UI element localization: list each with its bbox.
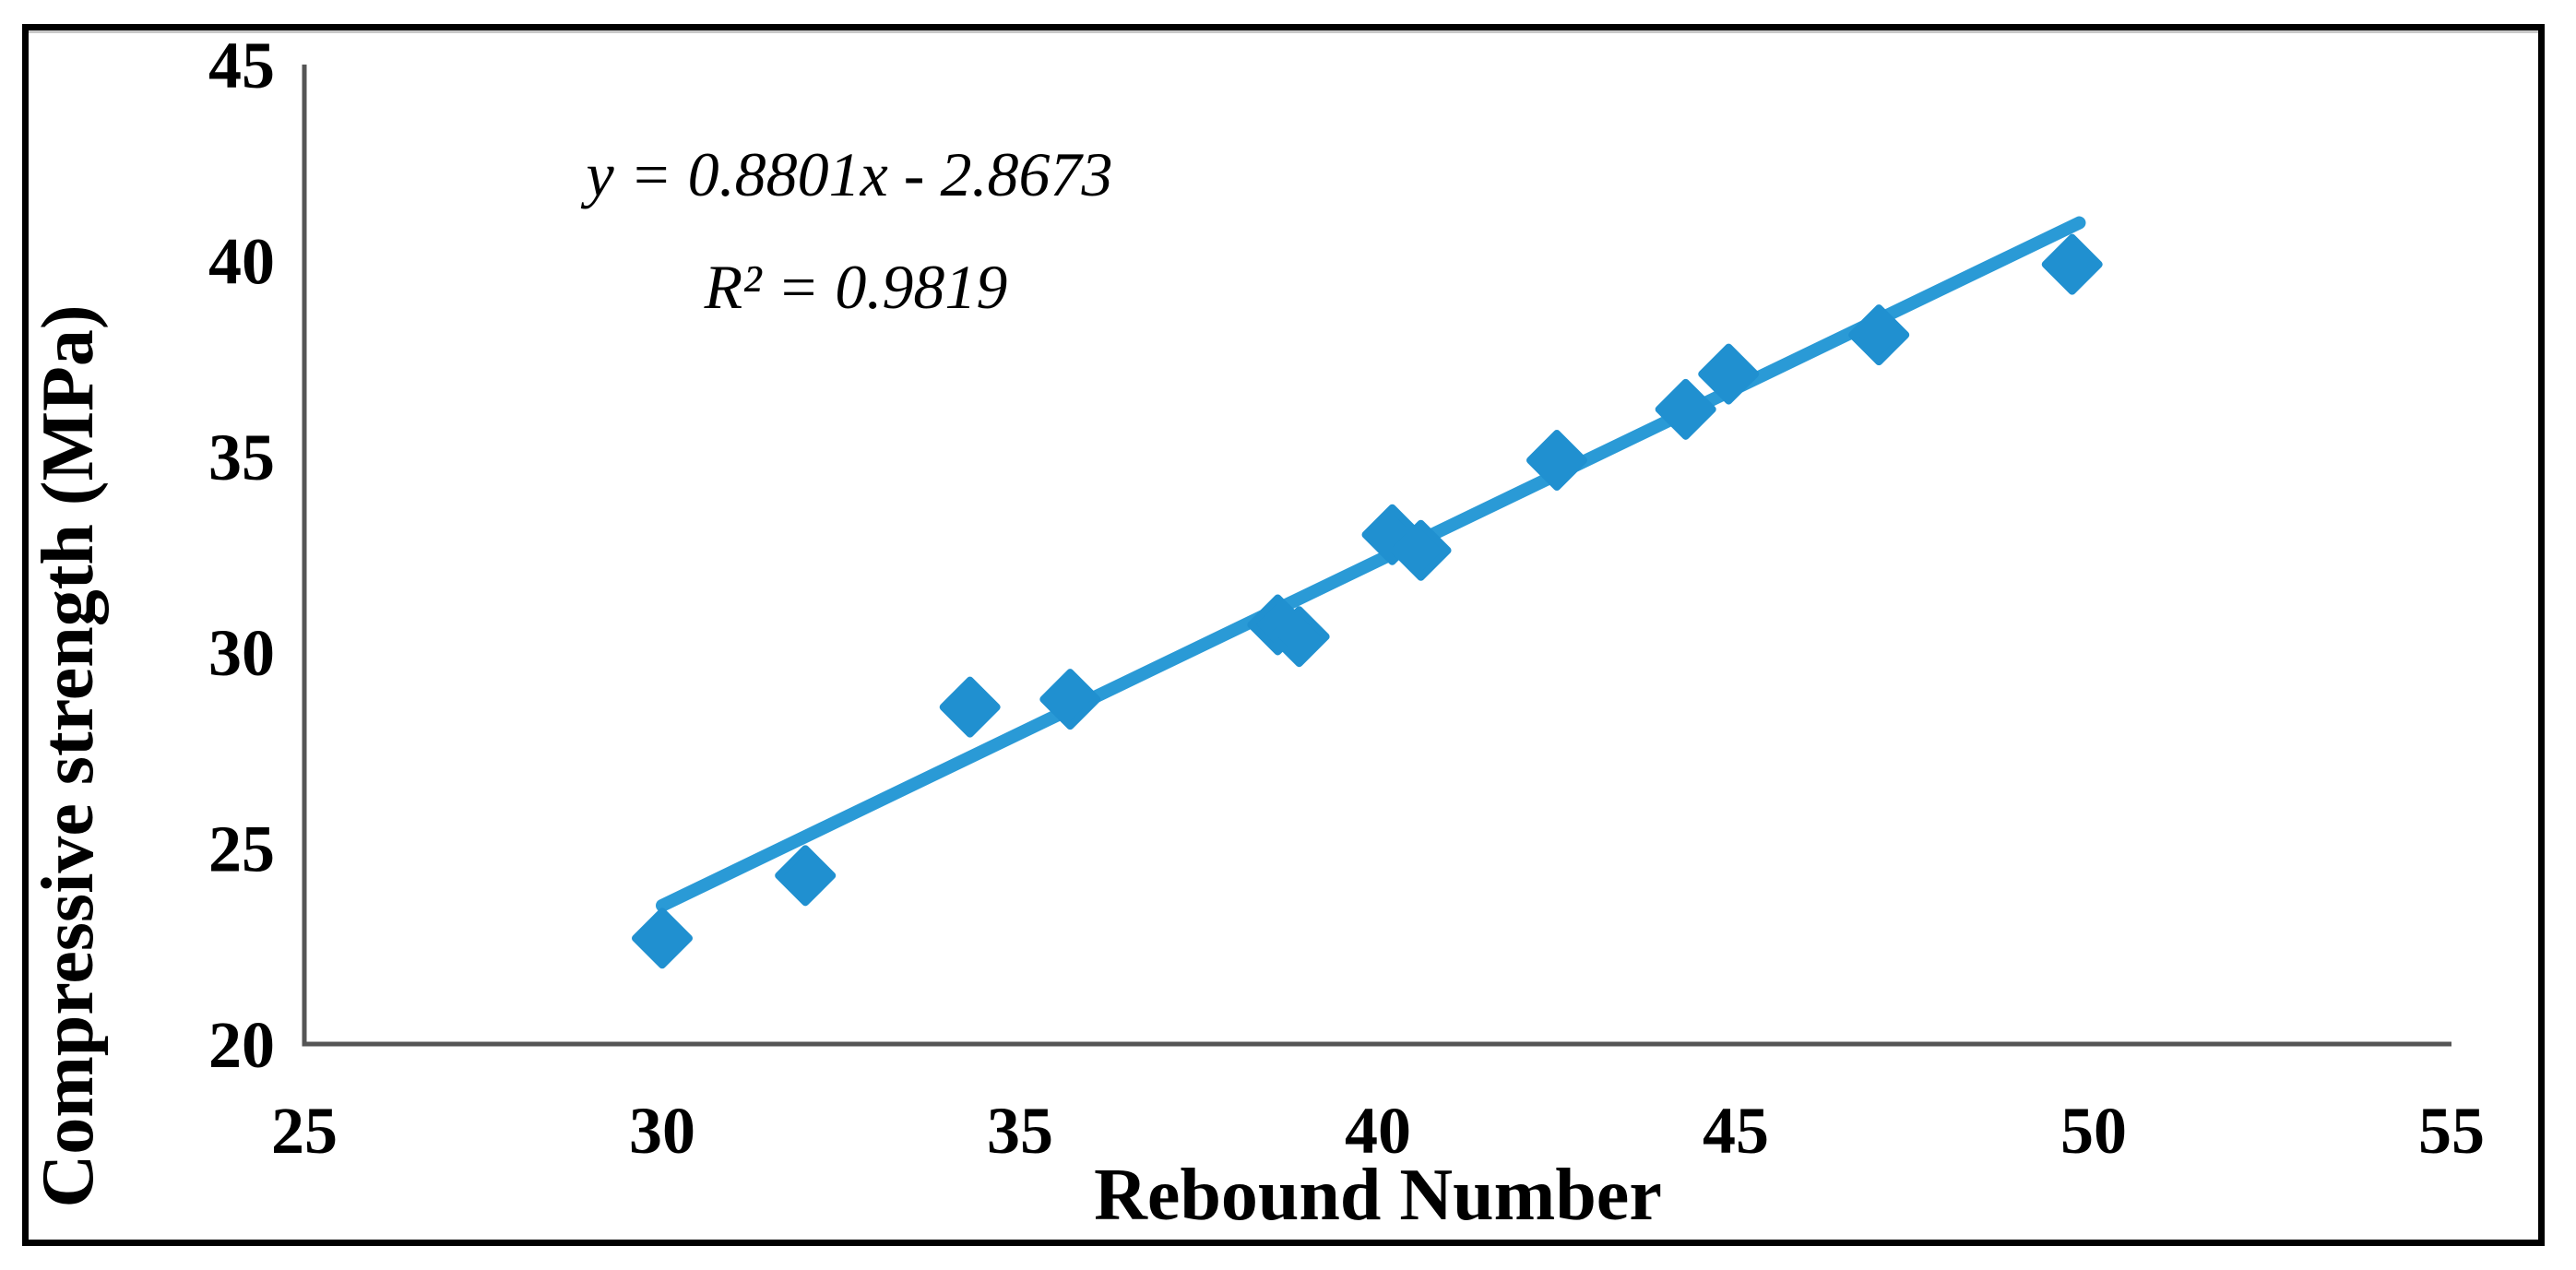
- trendline-layer: [656, 216, 2086, 912]
- data-point-marker: [1698, 343, 1760, 405]
- y-tick-label-30: 30: [208, 616, 275, 690]
- data-point-marker: [1526, 430, 1587, 492]
- trend-line: [656, 216, 2086, 912]
- r-squared-label: R² = 0.9819: [704, 252, 1008, 322]
- y-tick-labels: 20 25 30 35 40 45: [208, 29, 275, 1082]
- data-point-marker: [1390, 519, 1452, 581]
- axis-lines: [302, 65, 2451, 1047]
- x-tick-label-55: 55: [2418, 1094, 2485, 1168]
- x-tick-label-35: 35: [987, 1094, 1053, 1168]
- y-tick-label-45: 45: [208, 29, 275, 102]
- data-point-marker: [2041, 233, 2103, 295]
- y-tick-label-20: 20: [208, 1008, 275, 1082]
- data-point-marker: [1848, 304, 1910, 366]
- x-tick-labels: 25 30 35 40 45 50 55: [271, 1094, 2485, 1168]
- data-point-layer: [632, 233, 2103, 969]
- y-tick-label-35: 35: [208, 421, 275, 494]
- y-tick-label-40: 40: [208, 224, 275, 298]
- x-tick-label-40: 40: [1345, 1094, 1411, 1168]
- y-axis-title: Compressive strength (MPa): [28, 304, 109, 1207]
- x-tick-label-45: 45: [1703, 1094, 1769, 1168]
- data-point-marker: [632, 908, 693, 969]
- data-point-marker: [775, 845, 837, 907]
- data-point-marker: [939, 676, 1001, 738]
- x-tick-label-50: 50: [2060, 1094, 2127, 1168]
- data-point-marker: [1655, 378, 1716, 440]
- trendline-equation-label: y = 0.8801x - 2.8673: [581, 139, 1113, 209]
- x-tick-label-25: 25: [271, 1094, 338, 1168]
- figure-border-frame: [22, 24, 2545, 1246]
- x-tick-label-30: 30: [629, 1094, 695, 1168]
- data-point-marker: [1268, 606, 1330, 668]
- y-tick-label-25: 25: [208, 813, 275, 886]
- data-point-marker: [1039, 669, 1101, 730]
- x-axis-title: Rebound Number: [1094, 1155, 1662, 1236]
